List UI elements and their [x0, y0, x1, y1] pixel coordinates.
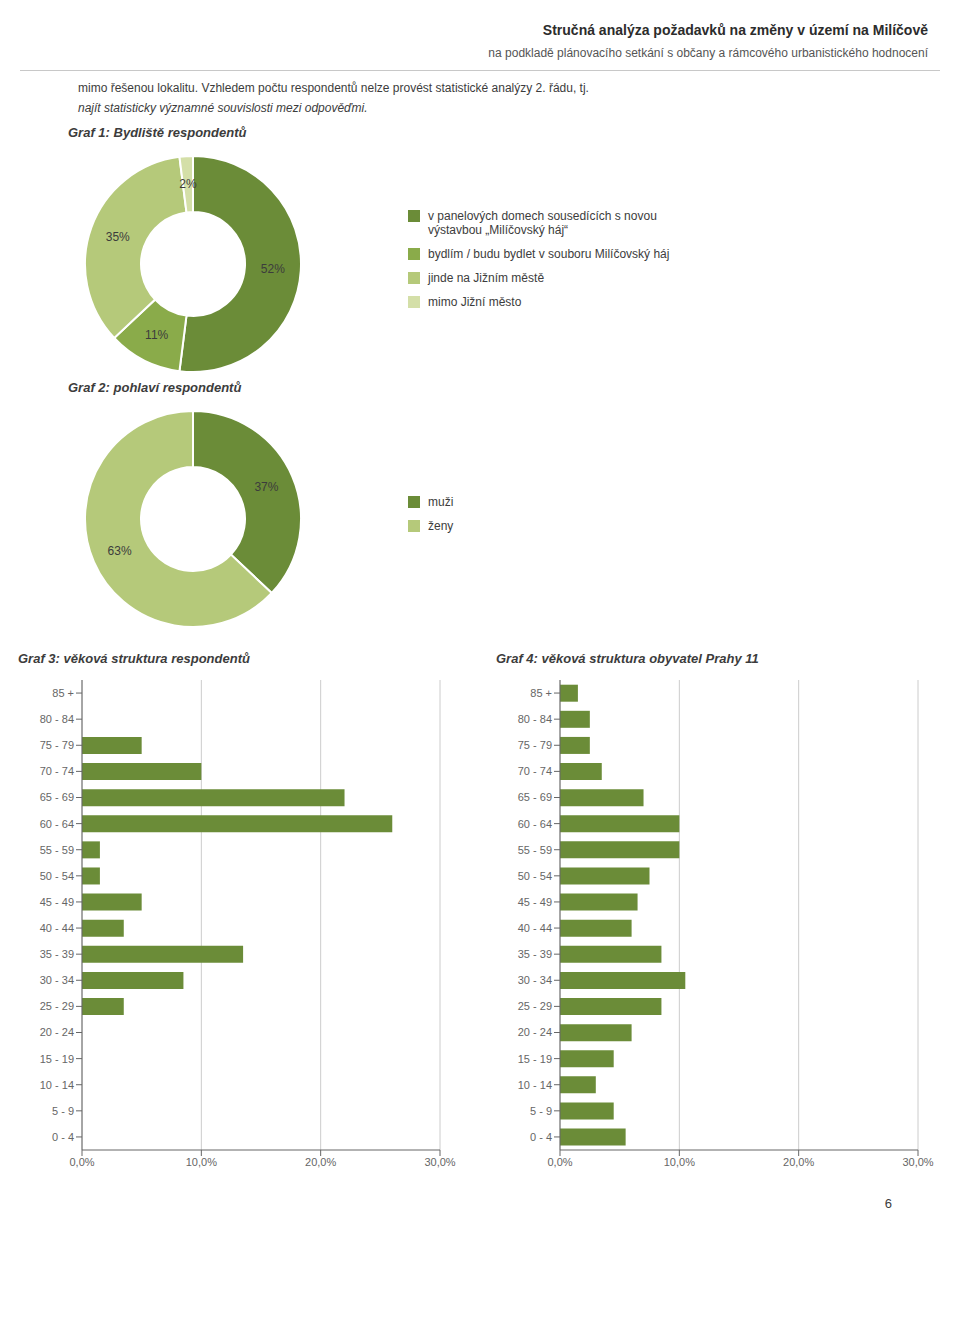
- svg-text:30 - 34: 30 - 34: [40, 974, 74, 986]
- svg-text:50 - 54: 50 - 54: [518, 870, 552, 882]
- svg-text:30,0%: 30,0%: [424, 1156, 455, 1168]
- svg-text:5 - 9: 5 - 9: [530, 1105, 552, 1117]
- svg-text:55 - 59: 55 - 59: [40, 844, 74, 856]
- html-text:v panelových domech sousedícíc: v panelových domech sousedících s novou …: [428, 209, 657, 237]
- svg-text:10,0%: 10,0%: [186, 1156, 217, 1168]
- svg-text:15 - 19: 15 - 19: [518, 1053, 552, 1065]
- svg-text:75 - 79: 75 - 79: [40, 739, 74, 751]
- svg-text:0 - 4: 0 - 4: [52, 1131, 74, 1143]
- svg-text:45 - 49: 45 - 49: [518, 896, 552, 908]
- html-text:ženy: ženy: [428, 519, 454, 533]
- svg-text:30 - 34: 30 - 34: [518, 974, 552, 986]
- html-text:mimo řešenou lokalitu. Vzhlede: mimo řešenou lokalitu. Vzhledem počtu re…: [78, 81, 589, 95]
- svg-text:80 - 84: 80 - 84: [40, 713, 74, 725]
- svg-text:10,0%: 10,0%: [664, 1156, 695, 1168]
- svg-text:37%: 37%: [254, 480, 278, 494]
- svg-text:65 - 69: 65 - 69: [518, 791, 552, 803]
- svg-text:25 - 29: 25 - 29: [40, 1000, 74, 1012]
- svg-text:15 - 19: 15 - 19: [40, 1053, 74, 1065]
- svg-text:2%: 2%: [179, 177, 197, 191]
- svg-text:40 - 44: 40 - 44: [40, 922, 74, 934]
- svg-text:20,0%: 20,0%: [305, 1156, 336, 1168]
- svg-text:55 - 59: 55 - 59: [518, 844, 552, 856]
- html-text:na podkladě plánovacího setkán: na podkladě plánovacího setkání s občany…: [488, 46, 928, 60]
- svg-text:40 - 44: 40 - 44: [518, 922, 552, 934]
- svg-text:20,0%: 20,0%: [783, 1156, 814, 1168]
- html-text:Graf 1: Bydliště respondentů: Graf 1: Bydliště respondentů: [68, 125, 247, 140]
- html-text:muži: muži: [428, 495, 454, 509]
- svg-text:45 - 49: 45 - 49: [40, 896, 74, 908]
- svg-text:0,0%: 0,0%: [547, 1156, 572, 1168]
- svg-text:52%: 52%: [261, 262, 285, 276]
- svg-text:0,0%: 0,0%: [69, 1156, 94, 1168]
- svg-text:70 - 74: 70 - 74: [40, 765, 74, 777]
- svg-text:70 - 74: 70 - 74: [518, 765, 552, 777]
- svg-text:11%: 11%: [145, 328, 168, 342]
- html-text:Graf 4: věková struktura obyva: Graf 4: věková struktura obyvatel Prahy …: [496, 651, 759, 666]
- html-text:bydlím / budu bydlet v souboru: bydlím / budu bydlet v souboru Milíčovsk…: [428, 247, 670, 261]
- svg-text:35%: 35%: [106, 230, 130, 244]
- svg-text:60 - 64: 60 - 64: [40, 818, 74, 830]
- html-text:6: 6: [884, 1196, 892, 1211]
- html-text:mimo Jižní město: mimo Jižní město: [428, 295, 522, 309]
- svg-text:30,0%: 30,0%: [902, 1156, 933, 1168]
- svg-text:5 - 9: 5 - 9: [52, 1105, 74, 1117]
- svg-text:20 - 24: 20 - 24: [40, 1026, 74, 1038]
- svg-text:85 +: 85 +: [52, 687, 74, 699]
- html-text:Stručná analýza požadavků na z: Stručná analýza požadavků na změny v úze…: [542, 22, 928, 38]
- svg-text:63%: 63%: [108, 544, 132, 558]
- svg-text:0 - 4: 0 - 4: [530, 1131, 552, 1143]
- html-text:najít statisticky významné sou: najít statisticky významné souvislosti m…: [78, 101, 368, 115]
- svg-text:80 - 84: 80 - 84: [518, 713, 552, 725]
- svg-text:75 - 79: 75 - 79: [518, 739, 552, 751]
- svg-text:50 - 54: 50 - 54: [40, 870, 74, 882]
- svg-text:35 - 39: 35 - 39: [40, 948, 74, 960]
- svg-text:60 - 64: 60 - 64: [518, 818, 552, 830]
- svg-text:35 - 39: 35 - 39: [518, 948, 552, 960]
- html-text:Graf 2: pohlaví respondentů: Graf 2: pohlaví respondentů: [68, 380, 242, 395]
- html-text:Graf 3: věková struktura respo: Graf 3: věková struktura respondentů: [18, 651, 250, 666]
- html-text:jinde na Jižním městě: jinde na Jižním městě: [428, 271, 545, 285]
- svg-text:85 +: 85 +: [530, 687, 552, 699]
- svg-text:10 - 14: 10 - 14: [518, 1079, 552, 1091]
- svg-text:20 - 24: 20 - 24: [518, 1026, 552, 1038]
- svg-text:25 - 29: 25 - 29: [518, 1000, 552, 1012]
- svg-text:65 - 69: 65 - 69: [40, 791, 74, 803]
- svg-text:10 - 14: 10 - 14: [40, 1079, 74, 1091]
